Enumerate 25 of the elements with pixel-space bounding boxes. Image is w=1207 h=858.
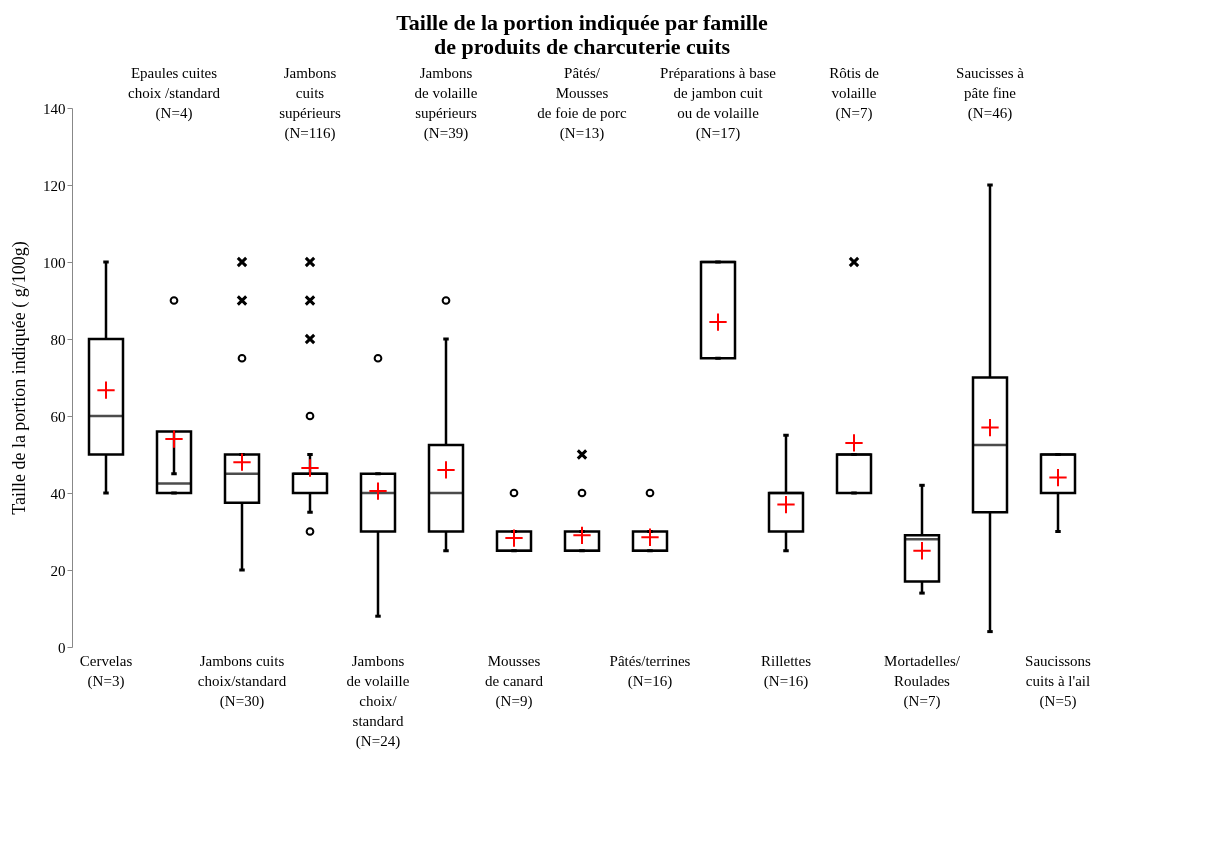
x-tick-label: Rôtis de volaille (N=7) xyxy=(829,64,880,122)
y-tick-label: 140 xyxy=(43,100,66,117)
y-tick-label: 20 xyxy=(50,562,66,579)
x-tick-label: Mortadelles/ Roulades (N=7) xyxy=(884,652,961,710)
x-tick-label: Pâtés/ Mousses de foie de porc (N=13) xyxy=(537,64,628,142)
x-tick-label: Saucisses à pâte fine (N=46) xyxy=(956,64,1025,122)
x-tick-label: Saucissons cuits à l'ail (N=5) xyxy=(1025,652,1092,710)
x-tick-label: Cervelas (N=3) xyxy=(79,652,133,690)
x-tick-label: Epaules cuites choix /standard (N=4) xyxy=(127,64,221,122)
x-tick-label: Jambons de volaille choix/ standard (N=24) xyxy=(346,652,410,750)
y-tick-label: 40 xyxy=(50,485,66,502)
x-tick-label: Pâtés/terrines (N=16) xyxy=(609,652,691,690)
x-tick-label: Mousses de canard (N=9) xyxy=(485,652,544,710)
chart-title: Taille de la portion indiquée par famille de produits de charcuterie cuits xyxy=(396,10,769,59)
x-tick-label: Préparations à base de jambon cuit ou de volaille (N=17) xyxy=(660,64,777,142)
y-tick-label: 80 xyxy=(50,331,66,348)
y-tick-label: 60 xyxy=(50,408,66,425)
x-tick-label: Rillettes (N=16) xyxy=(761,652,812,690)
x-tick-label: Jambons cuits supérieurs (N=116) xyxy=(279,64,341,142)
x-tick-label: Jambons de volaille supérieurs (N=39) xyxy=(414,64,478,142)
y-tick-label: 100 xyxy=(43,254,66,271)
y-axis-title: Taille de la portion indiquée ( g/100g) xyxy=(9,241,30,515)
y-tick-label: 0 xyxy=(58,639,66,656)
x-tick-label: Jambons cuits choix/standard (N=30) xyxy=(197,652,287,710)
y-tick-label: 120 xyxy=(43,177,66,194)
